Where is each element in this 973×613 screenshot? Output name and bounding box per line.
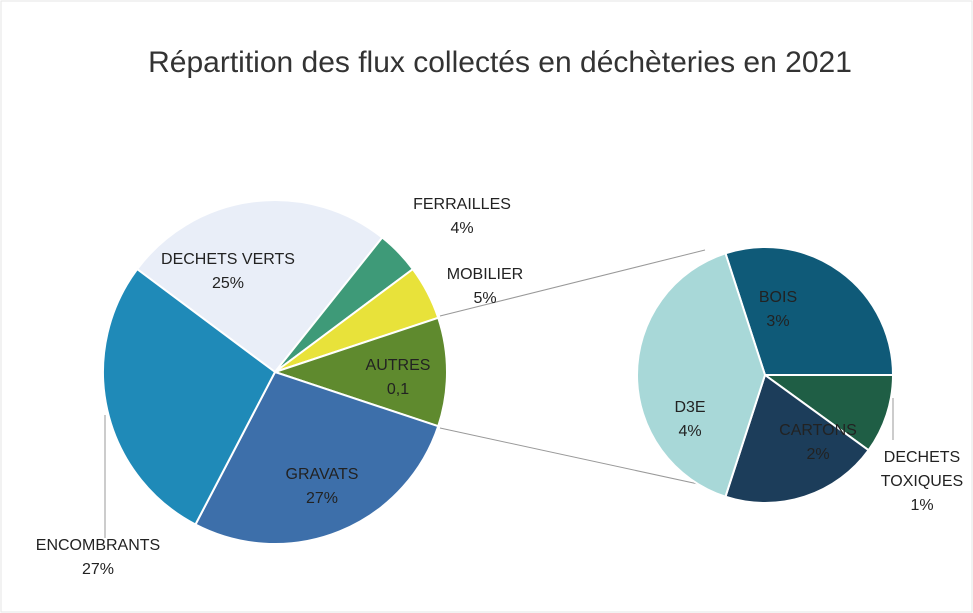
slice-label: ENCOMBRANTS 27% [36,534,160,582]
category-label: AUTRES [365,357,431,374]
value-label: 27% [305,490,339,507]
slice-label: GRAVATS 27% [286,463,359,511]
category-label: D3E [674,399,706,416]
value-label: 25% [211,275,245,292]
slice-label: CARTONS 2% [779,419,857,467]
pie-slice [636,252,767,498]
slice-label: DECHETS TOXIQUES 1% [877,446,967,518]
pie-slice [724,373,870,504]
category-label: MOBILIER [446,266,524,283]
slice-label: FERRAILLES 4% [413,193,511,241]
category-label: DECHETS VERTS [161,251,295,268]
value-label: 4% [450,220,474,237]
slice-label: D3E 4% [674,396,705,444]
value-label: 27% [81,561,115,578]
slice-label: MOBILIER 5% [447,263,523,311]
category-label: ENCOMBRANTS [35,537,161,554]
category-label: DECHETS TOXIQUES [880,449,964,490]
pie-slice [724,246,895,376]
value-label: 5% [473,290,497,307]
category-label: CARTONS [779,422,857,439]
category-label: GRAVATS [285,466,359,483]
pie-slice [194,370,440,545]
pie-slice [271,316,448,428]
chart-title: Répartition des flux collectés en déchèt… [148,46,852,79]
value-label: 2% [806,446,830,463]
value-label: 1% [910,497,934,514]
value-label: 4% [678,423,702,440]
value-label: 0,1 [386,381,410,398]
slice-label: AUTRES 0,1 [366,354,431,402]
value-label: 3% [766,313,790,330]
pie-slice [102,267,277,526]
connector [439,427,736,493]
category-label: BOIS [758,289,798,306]
pie-slice [135,199,384,374]
category-label: FERRAILLES [413,196,511,213]
pie-slice [761,374,895,452]
slice-label: DECHETS VERTS 25% [161,248,295,296]
slice-label: BOIS 3% [759,286,797,334]
connector [439,249,706,317]
